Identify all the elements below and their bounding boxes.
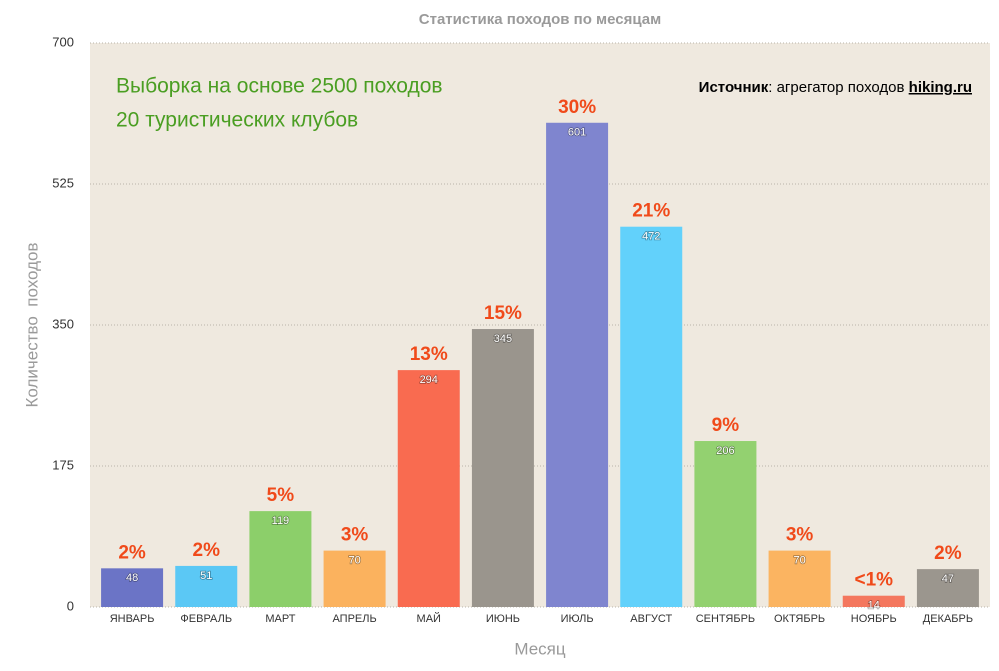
x-tick-label: ФЕВРАЛЬ (180, 613, 232, 625)
marks: 48 2% 51 2% 119 5% 70 3% 294 13% 345 15% 601 30% 472 21… (101, 97, 979, 612)
source-link: hiking.ru (909, 79, 972, 96)
y-tick-label: 0 (67, 598, 74, 613)
source-label: Источник (699, 79, 769, 96)
bar (916, 569, 979, 607)
percent-label: 2% (934, 543, 962, 564)
x-tick-label: АПРЕЛЬ (332, 613, 376, 625)
y-tick-label: 175 (52, 457, 74, 472)
source-text: : агрегатор походов (768, 79, 904, 96)
y-tick-label: 700 (52, 34, 74, 49)
percent-label: 3% (786, 525, 814, 546)
x-tick-label: АВГУСТ (630, 613, 672, 625)
x-tick-label: СЕНТЯБРЬ (696, 613, 755, 625)
bar (323, 550, 386, 607)
bar (397, 370, 460, 607)
x-tick-label: ОКТЯБРЬ (774, 613, 825, 625)
y-tick-label: 350 (52, 316, 74, 331)
value-label: 206 (716, 445, 734, 457)
value-label: 294 (420, 374, 438, 386)
bar (249, 511, 312, 607)
percent-label: <1% (854, 570, 893, 591)
percent-label: 9% (712, 415, 740, 436)
x-axis-label: Месяц (514, 639, 566, 658)
chart-title: Статистика походов по месяцам (419, 11, 661, 28)
bar (694, 441, 757, 607)
value-label: 345 (494, 333, 512, 345)
percent-label: 13% (410, 344, 448, 365)
grid (90, 42, 990, 608)
value-label: 70 (793, 555, 805, 567)
value-label: 119 (272, 515, 290, 527)
percent-label: 3% (341, 525, 369, 546)
percent-label: 30% (558, 97, 596, 118)
bar (101, 568, 164, 607)
value-label: 14 (868, 600, 880, 612)
x-tick-label: МАЙ (417, 612, 441, 625)
value-label: 601 (568, 127, 586, 139)
percent-label: 2% (193, 540, 221, 561)
annotation: 20 туристических клубов (116, 109, 358, 132)
bar (546, 122, 609, 607)
percent-label: 5% (267, 485, 295, 506)
value-label: 48 (126, 572, 138, 584)
bar (175, 565, 238, 607)
x-tick-label: ИЮЛЬ (561, 613, 594, 625)
percent-label: 2% (118, 542, 146, 563)
value-label: 70 (348, 555, 360, 567)
x-tick-label: ИЮНЬ (486, 613, 520, 625)
x-tick-label: НОЯБРЬ (851, 613, 897, 625)
value-label: 47 (942, 573, 954, 585)
annotation: Выборка на основе 2500 походов (116, 75, 443, 98)
source: Источник: агрегатор походов hiking.ru (699, 79, 972, 96)
x-tick-label: ЯНВАРЬ (110, 613, 155, 625)
bar (471, 329, 534, 607)
x-tick-label: ДЕКАБРЬ (923, 613, 973, 625)
y-tick-label: 525 (52, 175, 74, 190)
y-axis-label: Количество походов (22, 242, 41, 407)
bar (768, 550, 831, 607)
value-label: 51 (200, 570, 212, 582)
bar (620, 226, 683, 607)
percent-label: 21% (632, 201, 670, 222)
bar (842, 595, 905, 607)
x-tick-label: МАРТ (265, 613, 295, 625)
value-label: 472 (642, 231, 660, 243)
percent-label: 15% (484, 303, 522, 324)
